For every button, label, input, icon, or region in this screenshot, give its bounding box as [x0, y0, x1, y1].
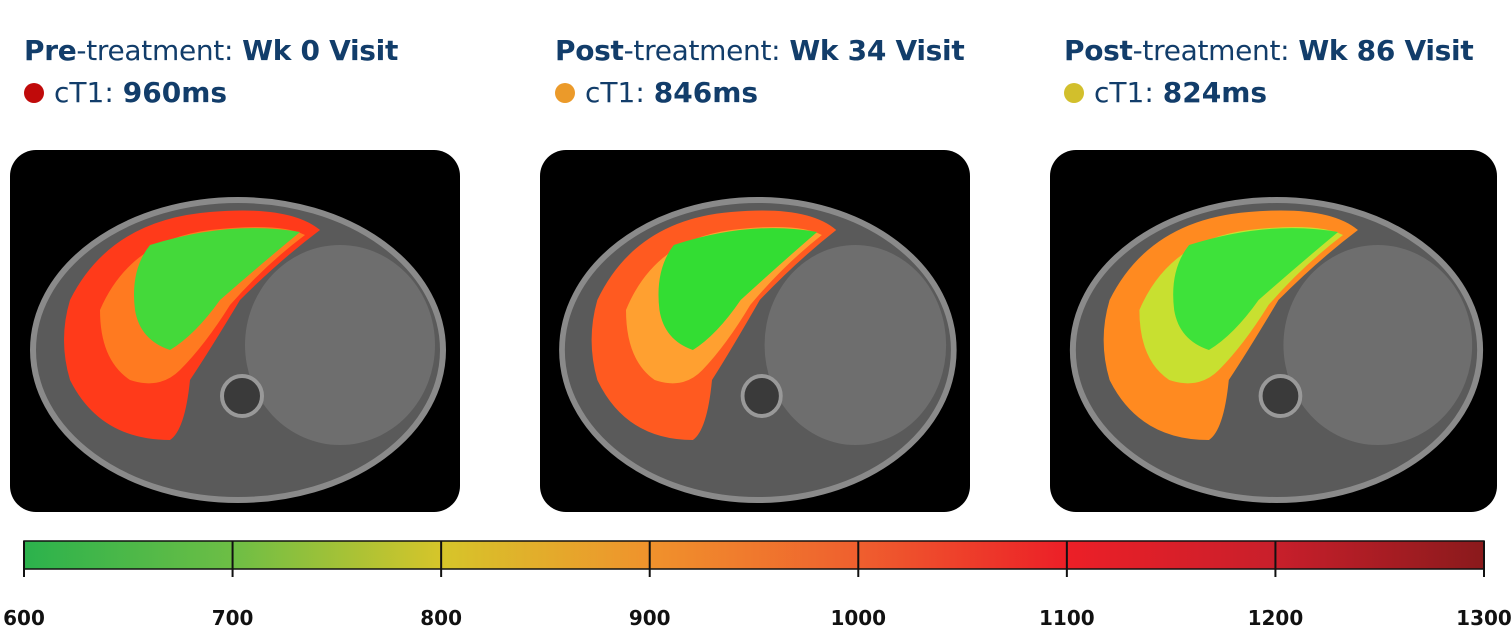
- metric-line: cT1: 960ms: [24, 76, 227, 109]
- visit: Wk 34 Visit: [789, 34, 965, 67]
- marker: [555, 82, 575, 103]
- organ: [1283, 245, 1473, 445]
- colorbar: 600 700 800 900 1000 1100 1200 1300: [3, 540, 1512, 630]
- phase-rest: -treatment:: [623, 34, 781, 67]
- mri-image: [10, 150, 460, 512]
- metric-line: cT1: 846ms: [555, 76, 758, 109]
- phase-rest: -treatment:: [76, 34, 234, 67]
- metric-value: 824ms: [1162, 76, 1268, 109]
- metric-line: cT1: 824ms: [1064, 76, 1267, 109]
- panel-title: Pre-treatment: Wk 0 Visit: [24, 34, 398, 67]
- colorbar-tick-label: 600: [3, 606, 45, 630]
- colorbar-tick-label: 1100: [1039, 606, 1095, 630]
- liver-core: [1173, 228, 1339, 350]
- visit: Wk 86 Visit: [1298, 34, 1474, 67]
- colorbar-gradient: [23, 540, 1485, 570]
- metric: cT1:: [585, 76, 645, 109]
- organ: [245, 245, 435, 445]
- mri-scan: [559, 197, 957, 503]
- colorbar-tick-label: 1200: [1248, 606, 1304, 630]
- marker: [1064, 82, 1084, 103]
- spine: [220, 374, 264, 418]
- panel-title: Post-treatment: Wk 86 Visit: [1064, 34, 1474, 67]
- marker: [24, 82, 44, 103]
- mri-image: [1050, 150, 1497, 512]
- liver-core: [134, 228, 300, 350]
- colorbar-tick-label: 700: [212, 606, 254, 630]
- spine: [740, 374, 783, 418]
- mri-scan: [1069, 197, 1484, 503]
- metric-value: 960ms: [122, 76, 228, 109]
- metric: cT1:: [1094, 76, 1154, 109]
- phase: Post: [1064, 34, 1133, 67]
- phase: Post: [555, 34, 624, 67]
- metric-value: 846ms: [653, 76, 759, 109]
- phase-rest: -treatment:: [1132, 34, 1290, 67]
- colorbar-tick-label: 800: [420, 606, 462, 630]
- mri-scan: [30, 197, 446, 503]
- metric: cT1:: [54, 76, 114, 109]
- mri-image: [540, 150, 970, 512]
- colorbar-tick-label: 1000: [830, 606, 886, 630]
- panel-title: Post-treatment: Wk 34 Visit: [555, 34, 965, 67]
- organ: [764, 245, 947, 445]
- phase: Pre: [24, 34, 77, 67]
- visit: Wk 0 Visit: [242, 34, 399, 67]
- spine: [1258, 374, 1303, 418]
- colorbar-tick-label: 1300: [1456, 606, 1512, 630]
- colorbar-tick-label: 900: [629, 606, 671, 630]
- liver-core: [658, 228, 818, 350]
